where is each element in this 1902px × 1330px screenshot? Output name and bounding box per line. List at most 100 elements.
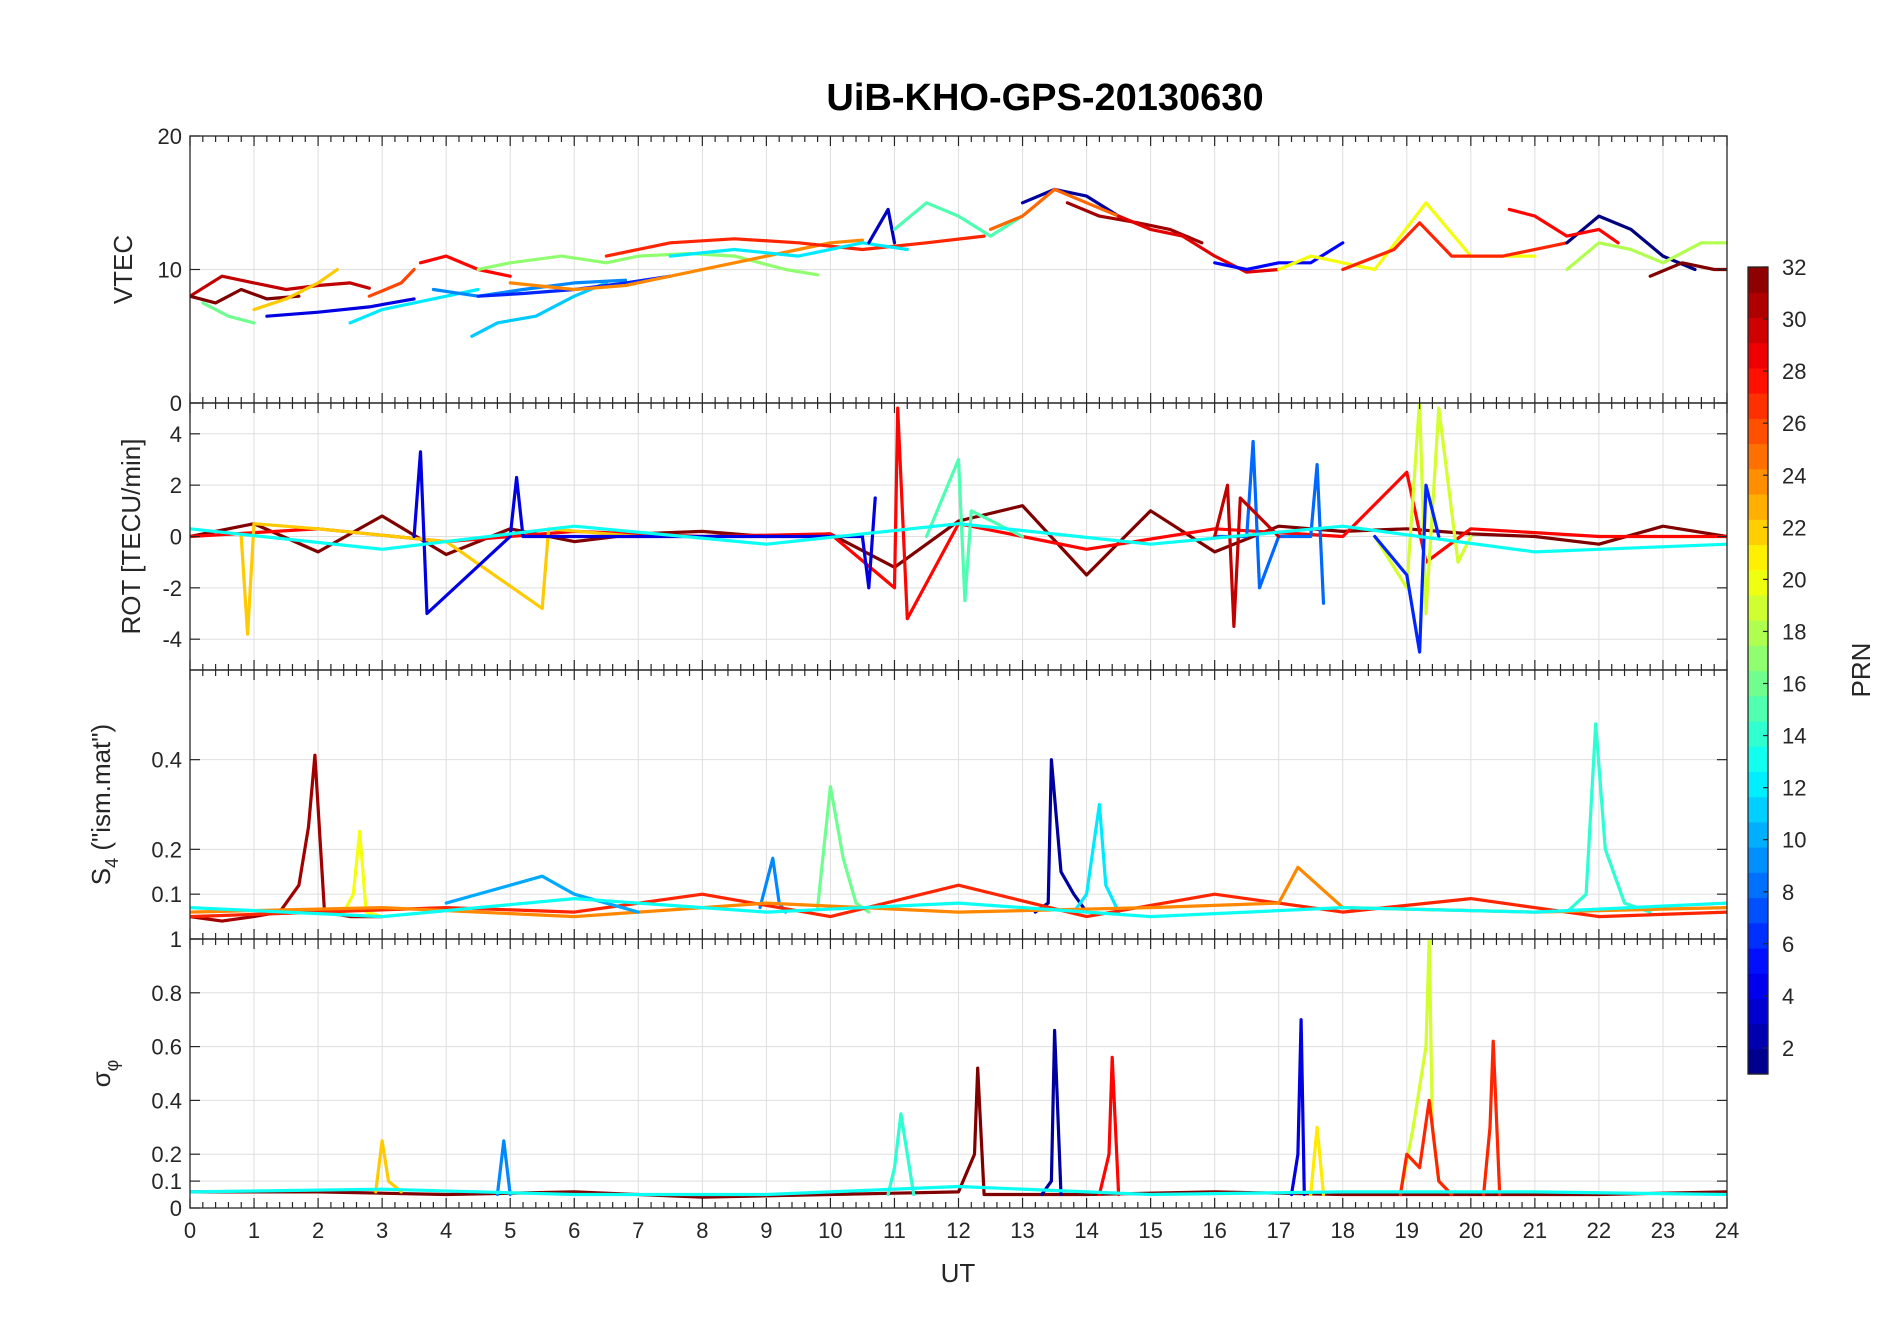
colorbar-segment xyxy=(1748,493,1768,520)
colorbar-segment xyxy=(1748,821,1768,848)
colorbar-segment xyxy=(1748,897,1768,924)
x-tick-label: 1 xyxy=(248,1218,260,1243)
series-prn-14 xyxy=(1565,722,1652,914)
panel-3-grid xyxy=(189,670,1728,939)
series-prn-28 xyxy=(1507,207,1620,245)
colorbar-segment xyxy=(1748,670,1768,697)
series-prn-22 xyxy=(239,522,640,636)
panel-2-ticks: -4 -2 0 2 4 xyxy=(162,403,1728,670)
colorbar-segment xyxy=(1748,418,1768,445)
colorbar-frame xyxy=(1747,266,1769,1075)
series-prn-11 xyxy=(470,281,608,338)
colorbar-segment xyxy=(1748,1023,1768,1050)
series-prn-30 xyxy=(190,274,371,298)
colorbar-segment xyxy=(1748,796,1768,823)
x-tick-label: 20 xyxy=(1459,1218,1483,1243)
series-prn-4 xyxy=(265,297,416,318)
colorbar-segment xyxy=(1748,544,1768,571)
series-prn-12 xyxy=(668,241,909,258)
x-tick-label: 5 xyxy=(504,1218,516,1243)
colorbar-segment xyxy=(1748,594,1768,621)
colorbar-tick-label: 20 xyxy=(1782,567,1806,592)
panel-3-series xyxy=(190,722,1727,923)
colorbar-tick-label: 14 xyxy=(1782,724,1806,749)
panel-3: 0.1 0.2 0.4 S4 ("ism.mat") xyxy=(86,669,1728,940)
x-tick-label: 16 xyxy=(1202,1218,1226,1243)
y-axis-label-panel-1: VTEC xyxy=(108,235,138,304)
colorbar-segment xyxy=(1748,847,1768,873)
y-axis-label-rest: ("ism.mat") xyxy=(86,724,116,858)
colorbar-segment xyxy=(1748,872,1768,899)
series-prn-24 xyxy=(508,238,865,292)
x-tick-label: 7 xyxy=(632,1218,644,1243)
series-prn-8 xyxy=(1213,439,1326,605)
y-axis-label-panel-4: σφ xyxy=(86,1060,122,1088)
y-axis-label-main: S xyxy=(86,868,116,885)
colorbar-segment xyxy=(1748,367,1768,394)
colorbar-tick-label: 32 xyxy=(1782,255,1806,280)
panel-4-grid xyxy=(189,938,1728,1209)
series-prn-3 xyxy=(867,207,897,245)
colorbar-segment xyxy=(1748,393,1768,419)
colorbar-segment xyxy=(1748,317,1768,344)
x-tick-label: 6 xyxy=(568,1218,580,1243)
x-tick-label: 19 xyxy=(1395,1218,1419,1243)
colorbar-segment xyxy=(1748,1048,1768,1075)
x-tick-label: 13 xyxy=(1010,1218,1034,1243)
series-prn-9 xyxy=(495,1139,512,1197)
x-tick-label: 10 xyxy=(818,1218,842,1243)
series-prn-13 xyxy=(190,522,1727,554)
colorbar-segment xyxy=(1748,620,1768,646)
panel-1-grid xyxy=(189,135,1728,404)
colorbar-tick-label: 18 xyxy=(1782,619,1806,644)
colorbar-segment xyxy=(1748,519,1768,546)
colorbar-segment xyxy=(1748,443,1768,470)
colorbar-tick-label: 16 xyxy=(1782,672,1806,697)
colorbar-tick-label: 24 xyxy=(1782,463,1806,488)
series-prn-20 xyxy=(342,829,384,919)
panel-1-series xyxy=(190,187,1727,338)
y-tick-label: 0 xyxy=(170,1196,182,1221)
series-prn-14 xyxy=(886,1112,916,1197)
x-tick-label: 24 xyxy=(1715,1218,1739,1243)
series-prn-16 xyxy=(201,301,256,325)
panel-1: 0 10 20 VTEC xyxy=(108,124,1728,416)
series-prn-30 xyxy=(1213,483,1281,629)
colorbar-tick-label: 26 xyxy=(1782,411,1806,436)
series-prn-28 xyxy=(418,254,512,278)
series-prn-18 xyxy=(1565,241,1727,272)
x-tick-label: 12 xyxy=(946,1218,970,1243)
panel-1-ticks: 0 10 20 xyxy=(158,124,1728,416)
series-prn-27 xyxy=(190,883,1727,919)
panel-2-series xyxy=(190,403,1727,654)
colorbar-segment xyxy=(1748,342,1768,369)
colorbar-tick-label: 22 xyxy=(1782,515,1806,540)
x-tick-label: 17 xyxy=(1266,1218,1290,1243)
series-prn-21 xyxy=(1309,1125,1326,1197)
x-tick-label: 23 xyxy=(1651,1218,1675,1243)
x-tick-label: 15 xyxy=(1138,1218,1162,1243)
series-prn-28 xyxy=(1097,1055,1121,1197)
y-tick-label: 1 xyxy=(170,927,182,952)
x-tick-label: 0 xyxy=(184,1218,196,1243)
series-prn-27 xyxy=(604,234,986,258)
series-prn-2 xyxy=(1020,187,1121,218)
y-tick-label: 0.2 xyxy=(151,1142,182,1167)
panel-4-series xyxy=(190,939,1727,1199)
colorbar-tick-label: 2 xyxy=(1782,1036,1794,1061)
colorbar-label: PRN xyxy=(1846,643,1876,698)
series-prn-9 xyxy=(431,278,628,298)
y-tick-label: 0.1 xyxy=(151,882,182,907)
chart-title: UiB-KHO-GPS-20130630 xyxy=(826,77,1263,119)
panel-2: -4 -2 0 2 4 ROT [TECU/min] xyxy=(116,402,1728,671)
panel-4-ticks: 00.10.2 0.4 0.6 0.8 1 xyxy=(151,927,1728,1221)
panel-3-ticks: 0.1 0.2 0.4 xyxy=(151,670,1728,939)
y-tick-label: 0 xyxy=(170,525,182,550)
colorbar-segment xyxy=(1748,720,1768,747)
colorbar-segment xyxy=(1748,973,1768,999)
series-prn-4 xyxy=(412,450,877,616)
colorbar-segment xyxy=(1748,947,1768,974)
y-tick-label: -4 xyxy=(162,627,182,652)
